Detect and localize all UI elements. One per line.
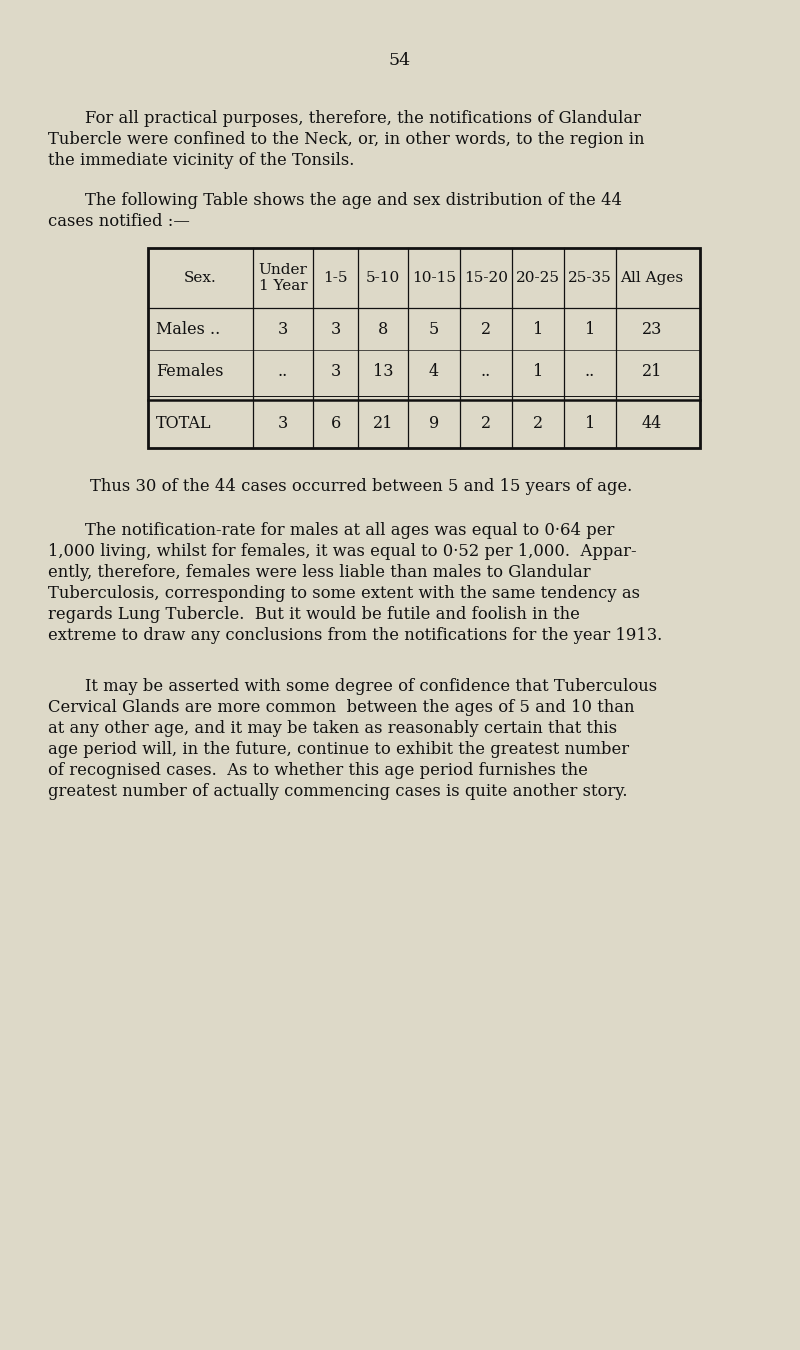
Text: Males ..: Males .. [156,320,220,338]
Text: 4: 4 [429,363,439,379]
Bar [148,248,700,448]
Text: All Ages: All Ages [621,271,683,285]
Text: 3: 3 [330,363,341,379]
Text: 20-25: 20-25 [516,271,560,285]
Text: 9: 9 [429,416,439,432]
Text: 1: 1 [533,363,543,379]
Text: 1: 1 [585,416,595,432]
Text: 10-15: 10-15 [412,271,456,285]
Text: TOTAL: TOTAL [156,416,211,432]
Text: 2: 2 [481,416,491,432]
Text: 2: 2 [481,320,491,338]
Text: extreme to draw any conclusions from the notifications for the year 1913.: extreme to draw any conclusions from the… [48,626,662,644]
Text: 15-20: 15-20 [464,271,508,285]
Text: greatest number of actually commencing cases is quite another story.: greatest number of actually commencing c… [48,783,627,801]
Text: of recognised cases.  As to whether this age period furnishes the: of recognised cases. As to whether this … [48,761,588,779]
Text: 13: 13 [373,363,394,379]
Text: 3: 3 [278,416,288,432]
Text: 1,000 living, whilst for females, it was equal to 0·52 per 1,000.  Appar-: 1,000 living, whilst for females, it was… [48,543,637,560]
Text: Under: Under [258,263,307,277]
Text: Females: Females [156,363,223,379]
Text: 1: 1 [533,320,543,338]
Text: 54: 54 [389,53,411,69]
Text: Sex.: Sex. [184,271,217,285]
Text: 25-35: 25-35 [568,271,612,285]
Text: 5: 5 [429,320,439,338]
Text: age period will, in the future, continue to exhibit the greatest number: age period will, in the future, continue… [48,741,629,757]
Text: ..: .. [585,363,595,379]
Text: regards Lung Tubercle.  But it would be futile and foolish in the: regards Lung Tubercle. But it would be f… [48,606,580,622]
Text: Tuberculosis, corresponding to some extent with the same tendency as: Tuberculosis, corresponding to some exte… [48,585,640,602]
Text: Thus 30 of the 44 cases occurred between 5 and 15 years of age.: Thus 30 of the 44 cases occurred between… [90,478,632,495]
Text: 5-10: 5-10 [366,271,400,285]
Text: at any other age, and it may be taken as reasonably certain that this: at any other age, and it may be taken as… [48,720,617,737]
Text: 21: 21 [373,416,393,432]
Text: Cervical Glands are more common  between the ages of 5 and 10 than: Cervical Glands are more common between … [48,699,634,716]
Text: ..: .. [278,363,288,379]
Text: 44: 44 [642,416,662,432]
Text: It may be asserted with some degree of confidence that Tuberculous: It may be asserted with some degree of c… [85,678,657,695]
Text: the immediate vicinity of the Tonsils.: the immediate vicinity of the Tonsils. [48,153,354,169]
Text: 3: 3 [330,320,341,338]
Text: 8: 8 [378,320,388,338]
Text: ently, therefore, females were less liable than males to Glandular: ently, therefore, females were less liab… [48,564,590,580]
Text: ..: .. [481,363,491,379]
Text: cases notified :—: cases notified :— [48,213,190,230]
Text: The notification-rate for males at all ages was equal to 0·64 per: The notification-rate for males at all a… [85,522,614,539]
Text: 1-5: 1-5 [323,271,348,285]
Text: For all practical purposes, therefore, the notifications of Glandular: For all practical purposes, therefore, t… [85,109,641,127]
Text: 2: 2 [533,416,543,432]
Text: The following Table shows the age and sex distribution of the 44: The following Table shows the age and se… [85,192,622,209]
Text: 6: 6 [330,416,341,432]
Text: 3: 3 [278,320,288,338]
Text: 21: 21 [642,363,662,379]
Text: 23: 23 [642,320,662,338]
Text: 1 Year: 1 Year [258,279,307,293]
Text: Tubercle were confined to the Neck, or, in other words, to the region in: Tubercle were confined to the Neck, or, … [48,131,645,148]
Text: 1: 1 [585,320,595,338]
